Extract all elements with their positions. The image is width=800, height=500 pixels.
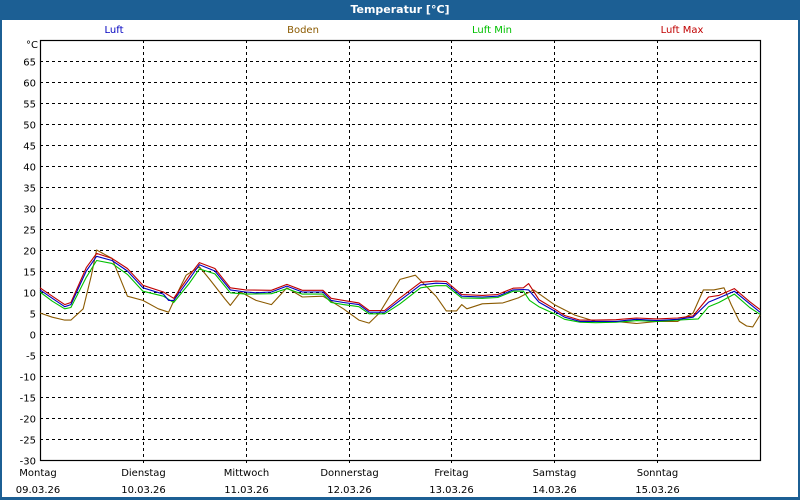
x-day-label: Donnerstag xyxy=(320,468,378,479)
y-tick-label: -25 xyxy=(20,436,36,447)
x-day-label: Mittwoch xyxy=(224,468,269,479)
window-title: Temperatur [°C] xyxy=(350,3,450,16)
x-day-label: Samstag xyxy=(533,468,577,479)
y-tick-label: -15 xyxy=(20,394,36,405)
y-tick-label: 60 xyxy=(23,79,36,90)
x-date-label: 12.03.26 xyxy=(327,485,372,496)
y-axis-unit: °C xyxy=(26,40,38,51)
plot-frame xyxy=(39,39,762,462)
y-tick-label: -20 xyxy=(20,415,36,426)
legend-item-boden: Boden xyxy=(287,25,319,36)
y-tick-label: 45 xyxy=(23,142,36,153)
x-date-label: 10.03.26 xyxy=(121,485,166,496)
y-tick-label: 15 xyxy=(23,268,36,279)
y-tick-label: 35 xyxy=(23,184,36,195)
y-tick-label: 10 xyxy=(23,289,36,300)
legend-item-luft: Luft xyxy=(104,25,124,36)
y-tick-label: 55 xyxy=(23,100,36,111)
x-date-label: 13.03.26 xyxy=(429,485,474,496)
y-tick-label: -5 xyxy=(26,352,36,363)
y-tick-label: -30 xyxy=(20,457,36,468)
x-day-label: Sonntag xyxy=(637,468,679,479)
y-tick-label: 40 xyxy=(23,163,36,174)
x-day-label: Dienstag xyxy=(121,468,166,479)
legend-item-luft-min: Luft Min xyxy=(472,25,512,36)
chart-panel: Luft Boden Luft Min Luft Max xyxy=(2,20,798,497)
x-date-label: 15.03.26 xyxy=(635,485,680,496)
y-tick-label: 65 xyxy=(23,58,36,69)
y-tick-label: -10 xyxy=(20,373,36,384)
series-boden xyxy=(39,249,761,328)
series-luft xyxy=(39,255,761,322)
x-date-label: 09.03.26 xyxy=(16,485,61,496)
y-tick-label: 30 xyxy=(23,205,36,216)
legend-item-luft-max: Luft Max xyxy=(660,25,704,36)
y-tick-label: 5 xyxy=(30,310,36,321)
y-tick-label: 25 xyxy=(23,226,36,237)
y-tick-label: 0 xyxy=(30,331,36,342)
series-luft-max xyxy=(39,252,761,321)
x-date-label: 11.03.26 xyxy=(224,485,269,496)
x-date-label: 14.03.26 xyxy=(532,485,577,496)
y-tick-label: 50 xyxy=(23,121,36,132)
x-day-label: Freitag xyxy=(434,468,468,479)
y-tick-label: 20 xyxy=(23,247,36,258)
x-day-label: Montag xyxy=(19,468,56,479)
series-luft-min xyxy=(39,259,761,324)
